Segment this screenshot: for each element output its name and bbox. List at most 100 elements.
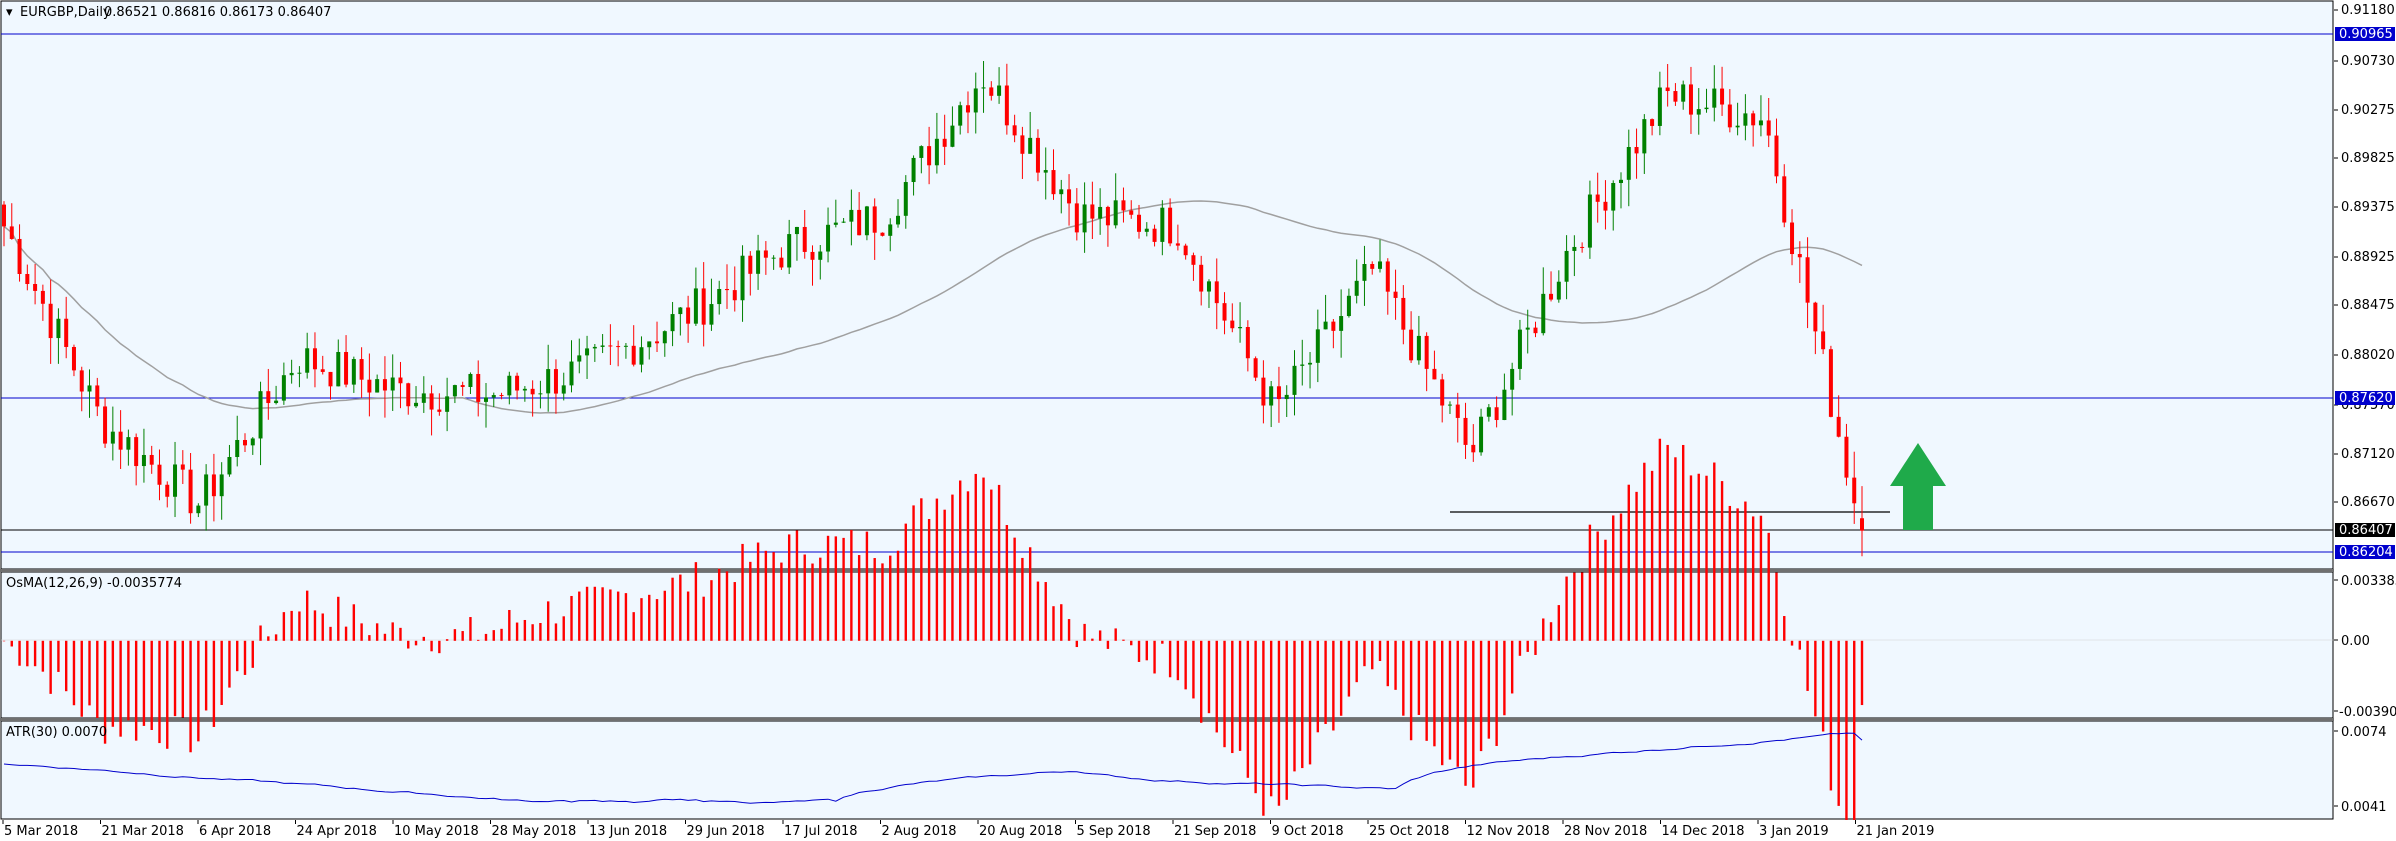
osma-bar <box>694 562 698 641</box>
price-pane[interactable] <box>0 0 2334 570</box>
candle-body <box>1650 119 1655 126</box>
osma-bar <box>1565 576 1568 641</box>
osma-bar <box>33 640 37 667</box>
osma-bar <box>251 640 254 668</box>
time-label: 2 Aug 2018 <box>882 824 957 839</box>
candle-body <box>942 138 947 147</box>
time-axis[interactable] <box>0 820 2334 841</box>
time-label: 20 Aug 2018 <box>979 824 1062 839</box>
osma-bar <box>1246 640 1250 778</box>
osma-bar <box>352 604 356 641</box>
price-tick: 0.88020 <box>2341 348 2395 363</box>
candle-body <box>864 206 869 236</box>
candle-body <box>1828 349 1833 417</box>
osma-bar <box>1013 537 1016 641</box>
osma-bar <box>655 599 659 641</box>
pane-separator[interactable] <box>0 718 2334 721</box>
osma-bar <box>920 498 923 641</box>
osma-pane[interactable] <box>0 571 2334 719</box>
osma-tick: 0.0033855 <box>2341 574 2396 589</box>
osma-bar <box>204 640 208 711</box>
candle-body <box>429 393 434 410</box>
osma-bar <box>477 639 480 641</box>
osma-title: OsMA(12,26,9) -0.0035774 <box>6 576 182 591</box>
osma-bar <box>1767 532 1770 641</box>
candle-body <box>1541 293 1546 334</box>
price-tag-middle <box>2335 391 2395 405</box>
atr-tick: 0.0074 <box>2341 725 2387 740</box>
candle-body <box>515 375 520 391</box>
time-label: 6 Apr 2018 <box>199 824 271 839</box>
osma-bar <box>997 484 1001 641</box>
osma-bar <box>1168 640 1172 678</box>
candle-body <box>33 284 38 291</box>
candle-body <box>491 395 496 398</box>
price-tag-upper-text: 0.90965 <box>2339 27 2393 42</box>
candle-body <box>1471 444 1476 453</box>
osma-bar <box>259 625 262 641</box>
candle-body <box>787 234 792 268</box>
osma-bar <box>1067 619 1071 641</box>
up-arrow-icon[interactable] <box>1890 443 1946 530</box>
osma-bar <box>1705 475 1708 641</box>
candle-body <box>1292 365 1297 395</box>
osma-bar <box>189 640 192 753</box>
candle-body <box>25 274 30 285</box>
candle-body <box>499 395 504 397</box>
candle-body <box>740 255 745 301</box>
candle-body <box>553 369 558 394</box>
osma-bar <box>337 596 340 641</box>
candle-body <box>1626 147 1631 180</box>
osma-bar <box>523 619 527 641</box>
candle-body <box>1098 206 1103 219</box>
candle-body <box>1121 200 1126 211</box>
candle-body <box>1059 189 1064 195</box>
candle-body <box>1517 329 1522 369</box>
osma-bar <box>445 639 449 641</box>
candle-body <box>608 345 613 347</box>
osma-bar <box>1176 640 1180 681</box>
osma-bar <box>686 591 690 641</box>
time-label: 17 Jul 2018 <box>784 824 858 839</box>
time-label: 9 Oct 2018 <box>1272 824 1344 839</box>
osma-bar <box>601 587 604 641</box>
osma-bar <box>1573 572 1576 641</box>
atr-pane[interactable] <box>0 720 2334 820</box>
candle-body <box>1805 257 1810 303</box>
pane-separator[interactable] <box>0 569 2334 572</box>
price-tick: 0.89825 <box>2341 151 2395 166</box>
candle-body <box>950 125 955 147</box>
candle-body <box>235 439 240 458</box>
candle-body <box>483 397 488 402</box>
atr-tick: 0.0041 <box>2341 800 2387 815</box>
osma-bar <box>492 630 495 641</box>
candle-body <box>460 385 465 387</box>
price-axis[interactable] <box>2334 0 2396 841</box>
osma-bar <box>96 640 99 718</box>
candle-body <box>1315 329 1320 363</box>
osma-bar <box>1402 640 1405 716</box>
osma-bar <box>857 555 861 641</box>
osma-bar <box>1409 640 1413 741</box>
candle-body <box>981 87 986 89</box>
candle-body <box>103 406 108 444</box>
osma-bar <box>298 611 301 641</box>
osma-bar <box>1207 640 1211 714</box>
candle-body <box>1269 386 1274 406</box>
symbol-caret[interactable]: ▾ <box>6 5 13 20</box>
osma-bar <box>1526 640 1529 652</box>
osma-bar <box>399 627 402 641</box>
candle-body <box>56 318 61 339</box>
candle-body <box>561 385 566 394</box>
candle-body <box>204 474 209 506</box>
candle-body <box>1183 245 1188 256</box>
osma-bar <box>935 498 939 641</box>
osma-bar <box>966 491 970 641</box>
osma-bar <box>1425 640 1428 741</box>
candle-body <box>64 318 69 347</box>
osma-bar <box>889 555 892 641</box>
candle-body <box>569 361 574 386</box>
osma-bar <box>1355 640 1358 683</box>
osma-bar <box>1829 640 1833 791</box>
